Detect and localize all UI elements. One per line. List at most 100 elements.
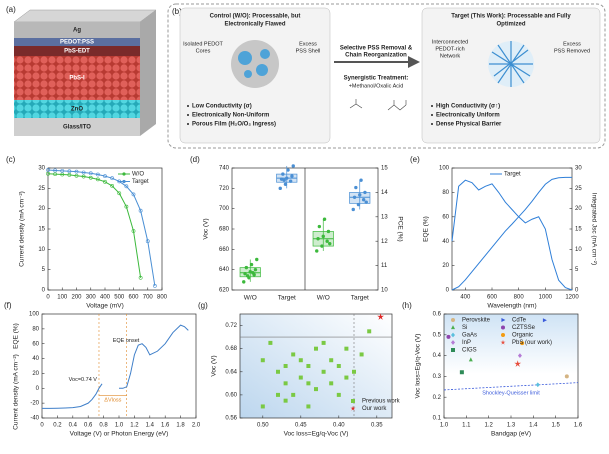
legend-label: PbS (our work) — [512, 340, 552, 346]
data-point — [285, 176, 289, 180]
data-point — [253, 267, 258, 272]
process-title: Selective PSS Removal & — [340, 46, 413, 52]
x-tick-label: 1.3 — [507, 423, 516, 429]
panel-label: (c) — [6, 155, 16, 164]
data-point — [314, 387, 318, 392]
y-axis-label: Voc loss=Eg/q-Voc (V) — [415, 334, 422, 399]
y2-tick-label: 20 — [575, 206, 582, 212]
x-tick-label: 200 — [71, 295, 82, 301]
data-point — [306, 404, 311, 409]
y-tick-label: 25 — [38, 186, 45, 192]
annotation: EQE onset — [113, 338, 140, 344]
data-point — [325, 239, 329, 243]
plot-frame — [239, 313, 393, 419]
legend-label: Our work — [362, 406, 387, 412]
x-tick-label: W/O — [317, 295, 330, 302]
treatment: Synergistic Treatment: — [344, 76, 409, 82]
data-point — [326, 229, 331, 234]
x-tick-label: 0.40 — [333, 423, 345, 429]
data-point — [291, 352, 296, 357]
legend-label: Previous work — [362, 399, 401, 405]
data-point — [321, 340, 326, 345]
data-point — [564, 374, 569, 379]
layer — [14, 38, 140, 46]
series-line — [47, 169, 156, 287]
data-point — [321, 234, 325, 239]
callout: Network — [440, 53, 460, 59]
y-tick-label: 20 — [442, 263, 449, 269]
callout: Excess — [563, 41, 581, 47]
data-point — [248, 270, 252, 274]
bullet — [431, 123, 433, 125]
x-axis-label: Voltage (mV) — [86, 303, 124, 310]
y2-tick-label: 11 — [381, 263, 388, 269]
data-point — [110, 176, 115, 181]
x-tick-label: 0.2 — [53, 423, 62, 429]
y-tick-label: 0.60 — [225, 392, 237, 398]
bullet — [431, 114, 433, 116]
box-title: Control (W/O): Processable, but — [210, 14, 301, 20]
data-point — [354, 185, 358, 190]
molecules — [349, 99, 407, 111]
y2-axis-label: Integrated Jsc (mA cm⁻²) — [590, 193, 597, 265]
data-point — [131, 192, 136, 197]
x-tick-label: 1.4 — [529, 423, 538, 429]
data-point — [278, 186, 282, 191]
panel-label: (d) — [190, 155, 200, 164]
data-point — [329, 381, 334, 386]
y-tick-label: 40 — [32, 356, 39, 362]
isolated-cores — [231, 40, 279, 88]
x-tick-label: 1.5 — [551, 423, 560, 429]
legend-swatch — [501, 325, 505, 330]
data-point — [329, 358, 334, 363]
layer — [14, 118, 140, 136]
y-tick-label: 0.72 — [225, 323, 237, 329]
legend-swatch — [501, 333, 505, 337]
legend-label: Target — [132, 179, 149, 185]
x-tick-label: 400 — [460, 295, 471, 301]
y-axis-label: EQE (%) — [13, 323, 20, 349]
plot-background — [444, 314, 578, 374]
sq-limit-line — [443, 382, 579, 391]
y2-axis-label: PCE (%) — [396, 216, 403, 241]
data-point — [298, 375, 303, 380]
data-point — [352, 195, 357, 199]
annotation: Voc=0.74 V — [69, 377, 98, 383]
data-point — [358, 193, 362, 197]
y2-tick-label: 14 — [381, 190, 388, 196]
x-axis-label: Voc loss=Eg/q-Voc (V) — [284, 431, 349, 438]
legend-label: CIGS — [462, 348, 477, 354]
data-point — [117, 191, 122, 196]
data-point — [328, 241, 332, 246]
x-tick-label: 700 — [143, 295, 154, 301]
data-point — [276, 392, 280, 397]
y-tick-label: 15 — [38, 227, 45, 233]
y2-tick-label: 13 — [381, 214, 388, 220]
data-point — [352, 369, 356, 374]
x-tick-label: 1.1 — [462, 423, 471, 429]
data-point — [249, 262, 254, 267]
data-point — [344, 375, 349, 380]
plot-frame — [451, 167, 573, 291]
data-point — [291, 392, 296, 397]
y-tick-label: 0 — [36, 386, 40, 392]
x-tick-label: Target — [351, 295, 369, 302]
plot-background — [240, 314, 392, 418]
data-point — [322, 217, 327, 221]
panel-a: (a) Ag PEDOT:PSS PbS-EDT PbS-I ZnO Glass… — [6, 5, 157, 136]
data-point — [361, 198, 366, 202]
data-point — [316, 237, 320, 241]
panel-frame — [167, 3, 606, 149]
legend-label: W/O — [132, 172, 144, 178]
data-point — [306, 364, 311, 368]
data-point — [320, 244, 324, 248]
data-point — [46, 171, 50, 176]
y-tick-label: 60 — [442, 214, 449, 220]
y-tick-label: 0.6 — [433, 312, 442, 318]
data-point — [124, 184, 129, 189]
panel-label: (h) — [402, 301, 412, 310]
layer-label: PbS-EDT — [64, 49, 90, 55]
legend-label: CdTe — [512, 318, 527, 324]
x-tick-label: 1200 — [565, 295, 579, 301]
